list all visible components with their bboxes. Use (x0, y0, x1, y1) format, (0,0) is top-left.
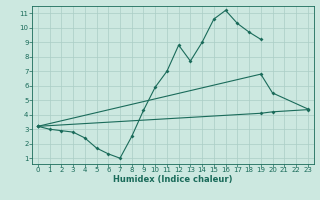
X-axis label: Humidex (Indice chaleur): Humidex (Indice chaleur) (113, 175, 233, 184)
